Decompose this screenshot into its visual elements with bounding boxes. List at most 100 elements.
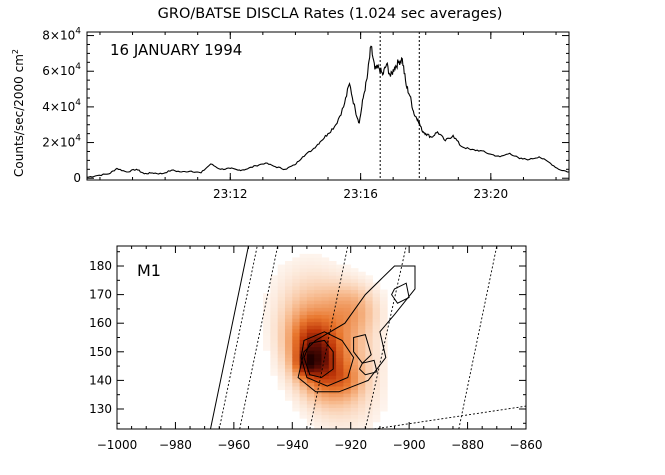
heatmap-cell bbox=[314, 364, 322, 369]
heatmap-cell bbox=[321, 343, 330, 348]
heatmap-cell bbox=[277, 357, 286, 362]
heatmap-cell bbox=[343, 411, 352, 416]
heatmap-cell bbox=[292, 357, 300, 362]
heatmap-cell bbox=[277, 311, 286, 316]
heatmap-cell bbox=[379, 361, 388, 366]
heatmap-cell bbox=[328, 368, 337, 373]
y-tick-label-3: 6×104 bbox=[42, 62, 81, 78]
heatmap-cell bbox=[299, 382, 308, 387]
heatmap-cell bbox=[365, 407, 374, 412]
heatmap-cell bbox=[365, 375, 374, 380]
heatmap-cell bbox=[277, 339, 286, 344]
heatmap-cell bbox=[350, 332, 359, 337]
heatmap-cell bbox=[350, 407, 359, 412]
heatmap-cell bbox=[277, 328, 286, 333]
heatmap-cell bbox=[328, 261, 337, 265]
heatmap-cell bbox=[379, 403, 388, 408]
heatmap-cell bbox=[263, 318, 271, 323]
y-axis-label: Counts/sec/2000 cm2 bbox=[11, 49, 26, 177]
heatmap-cell bbox=[292, 257, 300, 262]
heatmap-cell bbox=[284, 339, 293, 344]
heatmap-cell bbox=[372, 389, 381, 394]
heatmap-cell bbox=[284, 389, 293, 394]
heatmap-cell bbox=[277, 293, 286, 298]
heatmap-cell bbox=[306, 318, 315, 323]
heatmap-cell bbox=[365, 278, 374, 283]
heatmap-cell bbox=[277, 264, 286, 269]
heatmap-cell bbox=[292, 261, 300, 265]
heatmap-cell bbox=[336, 400, 344, 405]
heatmap-cell bbox=[372, 332, 381, 337]
heatmap-cell bbox=[379, 289, 388, 294]
heatmap-cell bbox=[372, 361, 381, 366]
heatmap-cell bbox=[299, 321, 308, 326]
heatmap-cell bbox=[372, 325, 381, 330]
heatmap-cell bbox=[277, 353, 286, 358]
heatmap-cell bbox=[372, 343, 381, 348]
heatmap-cell bbox=[299, 361, 308, 366]
heatmap-cell bbox=[321, 350, 330, 355]
heatmap-cell bbox=[379, 307, 388, 312]
heatmap-cell bbox=[314, 407, 322, 412]
heatmap-cell bbox=[343, 378, 352, 383]
heatmap-cell bbox=[299, 411, 308, 416]
heatmap-cell bbox=[321, 382, 330, 387]
heatmap-cell bbox=[343, 300, 352, 305]
heatmap-cell bbox=[343, 271, 352, 276]
heatmap-cell bbox=[343, 307, 352, 312]
heatmap-cell bbox=[350, 314, 359, 319]
heatmap-cell bbox=[292, 339, 300, 344]
heatmap-cell bbox=[314, 350, 322, 355]
heatmap-cell bbox=[321, 325, 330, 330]
heatmap-cell bbox=[350, 421, 359, 426]
heatmap-cell bbox=[379, 407, 388, 412]
heatmap-cell bbox=[299, 336, 308, 341]
heatmap-cell bbox=[343, 403, 352, 408]
y-tick-label-0: 0 bbox=[73, 171, 81, 185]
heatmap-cell bbox=[328, 311, 337, 316]
heatmap-cell bbox=[350, 425, 359, 430]
heatmap-cell bbox=[379, 396, 388, 401]
heatmap-cell bbox=[358, 357, 366, 362]
heatmap-cell bbox=[350, 396, 359, 401]
heatmap-cell bbox=[336, 293, 344, 298]
heatmap-cell bbox=[314, 314, 322, 319]
heatmap-cell bbox=[321, 386, 330, 391]
heatmap-cell bbox=[365, 293, 374, 298]
heatmap-cell bbox=[358, 396, 366, 401]
heatmap-cell bbox=[292, 364, 300, 369]
heatmap-cell bbox=[292, 386, 300, 391]
heatmap-cell bbox=[358, 278, 366, 283]
heatmap-cell bbox=[292, 346, 300, 351]
heatmap-cell bbox=[270, 318, 279, 323]
heatmap-cell bbox=[277, 275, 286, 280]
heatmap-cell bbox=[372, 414, 381, 419]
heatmap-cell bbox=[343, 393, 352, 398]
heatmap-cell bbox=[292, 375, 300, 380]
heatmap-cell bbox=[336, 403, 344, 408]
heatmap-cell bbox=[321, 407, 330, 412]
heatmap-cell bbox=[306, 328, 315, 333]
heatmap-cell bbox=[306, 396, 315, 401]
heatmap-cell bbox=[314, 378, 322, 383]
heatmap-cell bbox=[284, 328, 293, 333]
heatmap-cell bbox=[336, 278, 344, 283]
y-tick-exponent: 4 bbox=[75, 98, 81, 108]
heatmap-cell bbox=[379, 300, 388, 305]
heatmap-cell bbox=[328, 336, 337, 341]
heatmap-cell bbox=[306, 361, 315, 366]
heatmap-cell bbox=[372, 393, 381, 398]
heatmap-cell bbox=[284, 382, 293, 387]
grid-line-3 bbox=[364, 245, 407, 430]
heatmap-cell bbox=[306, 378, 315, 383]
heatmap-cell bbox=[284, 346, 293, 351]
heatmap-cell bbox=[350, 393, 359, 398]
heatmap-cell bbox=[284, 289, 293, 294]
heatmap-cell bbox=[292, 368, 300, 373]
heatmap-cell bbox=[321, 271, 330, 276]
heatmap-cell bbox=[306, 346, 315, 351]
heatmap-cell bbox=[299, 257, 308, 262]
x-tick-label-image-0: −1000 bbox=[97, 438, 138, 452]
lightcurve-line bbox=[86, 45, 570, 178]
heatmap-cell bbox=[284, 293, 293, 298]
